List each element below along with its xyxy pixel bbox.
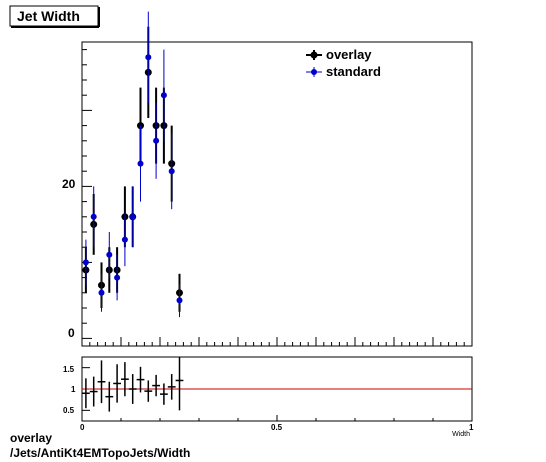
- point-standard: [82, 259, 89, 266]
- y-tick-label-0: 0: [68, 326, 75, 340]
- main-y-axis: [82, 49, 92, 339]
- ratio-y-tick-label-1.5: 1.5: [63, 365, 75, 374]
- legend: overlay standard: [306, 47, 381, 79]
- legend-marker-overlay: [310, 51, 318, 59]
- point-standard: [153, 137, 160, 144]
- ratio-x-tick-label-0.5: 0.5: [271, 423, 283, 432]
- ratio-series-group: [82, 357, 184, 412]
- point-standard: [114, 274, 121, 281]
- footer-line1: overlay: [10, 431, 52, 445]
- point-standard: [106, 251, 113, 258]
- point-standard: [137, 160, 144, 167]
- ratio-x-tick-label-1: 1: [469, 423, 474, 432]
- legend-label-standard: standard: [326, 64, 381, 79]
- point-standard: [176, 297, 183, 304]
- main-series-group: [82, 11, 183, 318]
- point-standard: [98, 289, 105, 296]
- ratio-x-tick-label-0: 0: [80, 423, 85, 432]
- title-box: Jet Width: [9, 5, 100, 28]
- point-standard: [121, 236, 128, 243]
- legend-marker-standard: [311, 69, 317, 75]
- ratio-y-tick-label-1: 1: [71, 385, 76, 394]
- point-standard: [168, 168, 175, 175]
- main-x-axis: [81, 337, 473, 346]
- point-standard: [129, 213, 136, 220]
- footer-line2: /Jets/AntiKt4EMTopoJets/Width: [10, 446, 190, 460]
- chart-title: Jet Width: [17, 8, 80, 24]
- x-axis-label: Width: [452, 431, 470, 438]
- point-standard: [90, 213, 97, 220]
- point-standard: [160, 92, 167, 99]
- y-tick-label-20: 20: [62, 177, 76, 191]
- point-standard: [145, 54, 152, 61]
- legend-label-overlay: overlay: [326, 47, 372, 62]
- ratio-y-tick-label-0.5: 0.5: [63, 406, 75, 415]
- ratio-axes: [81, 367, 473, 421]
